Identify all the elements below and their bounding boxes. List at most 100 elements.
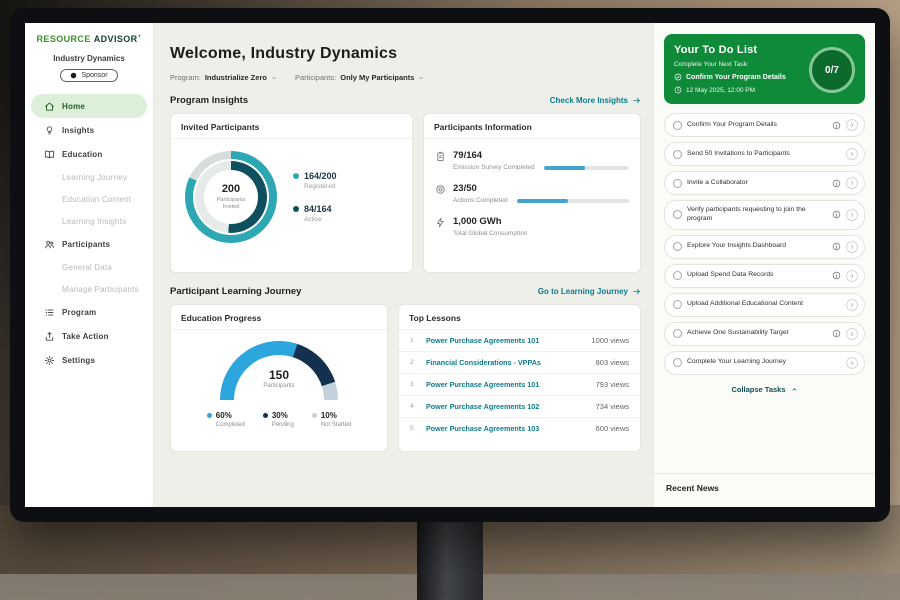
participants-icon — [44, 239, 55, 250]
info-icon — [832, 329, 841, 338]
check-more-insights-link[interactable]: Check More Insights — [550, 96, 641, 105]
lesson-title-link[interactable]: Power Purchase Agreements 102 — [426, 402, 540, 411]
go-to-learning-journey-label: Go to Learning Journey — [537, 287, 628, 296]
invited-participants-donut-chart: 200 Participants Invited — [185, 151, 277, 243]
task-verify-participants-requesting-to-join-the-program[interactable]: Verify participants requesting to join t… — [664, 200, 865, 230]
sidebar-item-participants[interactable]: Participants — [31, 232, 147, 256]
task-checkbox[interactable] — [673, 271, 682, 281]
task-checkbox[interactable] — [673, 329, 682, 339]
task-upload-additional-educational-content[interactable]: Upload Additional Educational Content — [664, 292, 865, 317]
sponsor-badge[interactable]: Sponsor — [60, 69, 118, 82]
chevron-right-icon — [849, 244, 855, 250]
participants-information-title: Participants Information — [424, 114, 640, 139]
logo-advisor: ADVISOR — [93, 34, 138, 44]
collapse-tasks-button[interactable]: Collapse Tasks — [664, 385, 865, 394]
sidebar-item-general-data[interactable]: General Data — [62, 262, 112, 272]
go-to-learning-journey-link[interactable]: Go to Learning Journey — [538, 287, 641, 296]
donut-legend-item: 164/200 Registered — [293, 171, 337, 190]
lesson-title-link[interactable]: Financial Considerations - VPPAs — [426, 358, 541, 367]
task-label: Upload Spend Data Records — [687, 271, 774, 279]
legend-percent: 30% — [271, 411, 288, 420]
legend-percent: 10% — [320, 411, 337, 420]
task-chevron-button[interactable] — [846, 119, 858, 131]
task-chevron-button[interactable] — [846, 356, 858, 369]
clipboard-icon — [435, 151, 446, 162]
sidebar-item-home[interactable]: Home — [31, 94, 147, 118]
lesson-rank: 4 — [410, 403, 414, 410]
participants-filter-dropdown[interactable]: Participants: Only My Participants — [295, 73, 424, 82]
task-checkbox[interactable] — [673, 300, 682, 310]
check-more-insights-label: Check More Insights — [549, 96, 628, 105]
task-chevron-button[interactable] — [846, 327, 858, 340]
sidebar-item-take-action[interactable]: Take Action — [31, 324, 147, 348]
lesson-views: 734 views — [595, 402, 629, 411]
task-chevron-button[interactable] — [846, 240, 858, 253]
lesson-row: 1 Power Purchase Agreements 101 1000 vie… — [399, 330, 640, 352]
task-chevron-button[interactable] — [846, 269, 858, 282]
gauge-legend: 60% Completed 30% Pending 10% Not Starte… — [206, 411, 351, 428]
task-chevron-button[interactable] — [846, 177, 858, 189]
legend-label: Pending — [271, 422, 294, 428]
top-lessons-title: Top Lessons — [399, 305, 640, 330]
lesson-views: 793 views — [595, 380, 629, 389]
task-explore-your-insights-dashboard[interactable]: Explore Your Insights Dashboard — [664, 234, 865, 259]
task-label: Upload Additional Educational Content — [687, 300, 804, 308]
take-action-icon — [44, 331, 55, 342]
task-send-50-invitations-to-participants[interactable]: Send 50 Invitations to Participants — [664, 142, 865, 166]
sidebar-item-program[interactable]: Program — [31, 300, 147, 324]
lesson-rank: 5 — [410, 425, 414, 432]
program-filter-value: Industrialize Zero — [204, 73, 267, 82]
task-checkbox[interactable] — [673, 149, 682, 159]
task-upload-spend-data-records[interactable]: Upload Spend Data Records — [664, 263, 865, 288]
task-checkbox[interactable] — [673, 242, 682, 252]
participants-filter-value: Only My Participants — [340, 73, 415, 82]
gauge-center: 150 Participants — [220, 368, 338, 389]
progress-bar — [543, 165, 629, 170]
legend-label: Registered — [304, 183, 336, 190]
task-checkbox[interactable] — [673, 178, 682, 188]
lesson-title-link[interactable]: Power Purchase Agreements 101 — [426, 380, 540, 389]
lesson-title-link[interactable]: Power Purchase Agreements 103 — [426, 424, 540, 433]
page-title: Welcome, Industry Dynamics — [170, 45, 398, 62]
sidebar-item-learning-journey[interactable]: Learning Journey — [62, 172, 128, 182]
sidebar-item-settings[interactable]: Settings — [31, 348, 147, 372]
task-confirm-your-program-details[interactable]: Confirm Your Program Details — [664, 113, 865, 137]
task-invite-a-collaborator[interactable]: Invite a Collaborator — [664, 171, 865, 195]
task-chevron-button[interactable] — [846, 148, 858, 160]
task-complete-your-learning-journey[interactable]: Complete Your Learning Journey — [664, 350, 865, 375]
task-checkbox[interactable] — [673, 210, 682, 220]
sponsor-icon — [70, 72, 77, 79]
target-icon — [435, 184, 446, 195]
chevron-right-icon — [849, 122, 855, 128]
org-name: Industry Dynamics — [53, 54, 125, 63]
sidebar-item-education-content[interactable]: Education Content — [62, 194, 132, 204]
todo-next-task[interactable]: Confirm Your Program Details — [674, 73, 803, 81]
info-value: 79/164 — [453, 150, 483, 161]
task-chevron-button[interactable] — [846, 298, 858, 311]
chevron-right-icon — [849, 331, 855, 337]
sidebar-item-education[interactable]: Education — [31, 142, 147, 166]
task-label: Verify participants requesting to join t… — [687, 206, 806, 222]
gauge-legend-item: 30% Pending — [262, 411, 294, 428]
lesson-row: 5 Power Purchase Agreements 103 600 view… — [399, 418, 640, 439]
gauge-legend-item: 60% Completed — [206, 411, 245, 428]
home-icon — [44, 101, 55, 112]
task-chevron-button[interactable] — [846, 208, 858, 221]
lesson-rank: 1 — [410, 337, 414, 344]
sidebar-item-manage-participants[interactable]: Manage Participants — [62, 284, 139, 294]
task-achieve-one-sustainability-target[interactable]: Achieve One Sustainability Target — [664, 321, 865, 346]
filters-row: Program: Industrialize Zero Participants… — [170, 73, 641, 82]
lesson-title-link[interactable]: Power Purchase Agreements 101 — [426, 336, 540, 345]
lesson-rank: 2 — [410, 359, 414, 366]
task-label: Send 50 Invitations to Participants — [687, 149, 790, 157]
sidebar-item-learning-insights[interactable]: Learning Insights — [62, 216, 127, 226]
monitor-bezel: RESOURCE ADVISOR+ Industry Dynamics Spons… — [10, 8, 890, 522]
sidebar-item-insights[interactable]: Insights — [31, 118, 147, 142]
task-label: Achieve One Sustainability Target — [687, 329, 789, 337]
task-checkbox[interactable] — [673, 358, 682, 368]
lesson-rank: 3 — [410, 381, 414, 388]
learning-journey-cards: Education Progress 150 Participants — [170, 304, 641, 452]
program-filter-dropdown[interactable]: Program: Industrialize Zero — [170, 73, 277, 82]
todo-due: 12 May 2025, 12:00 PM — [674, 86, 803, 94]
task-checkbox[interactable] — [673, 120, 682, 130]
